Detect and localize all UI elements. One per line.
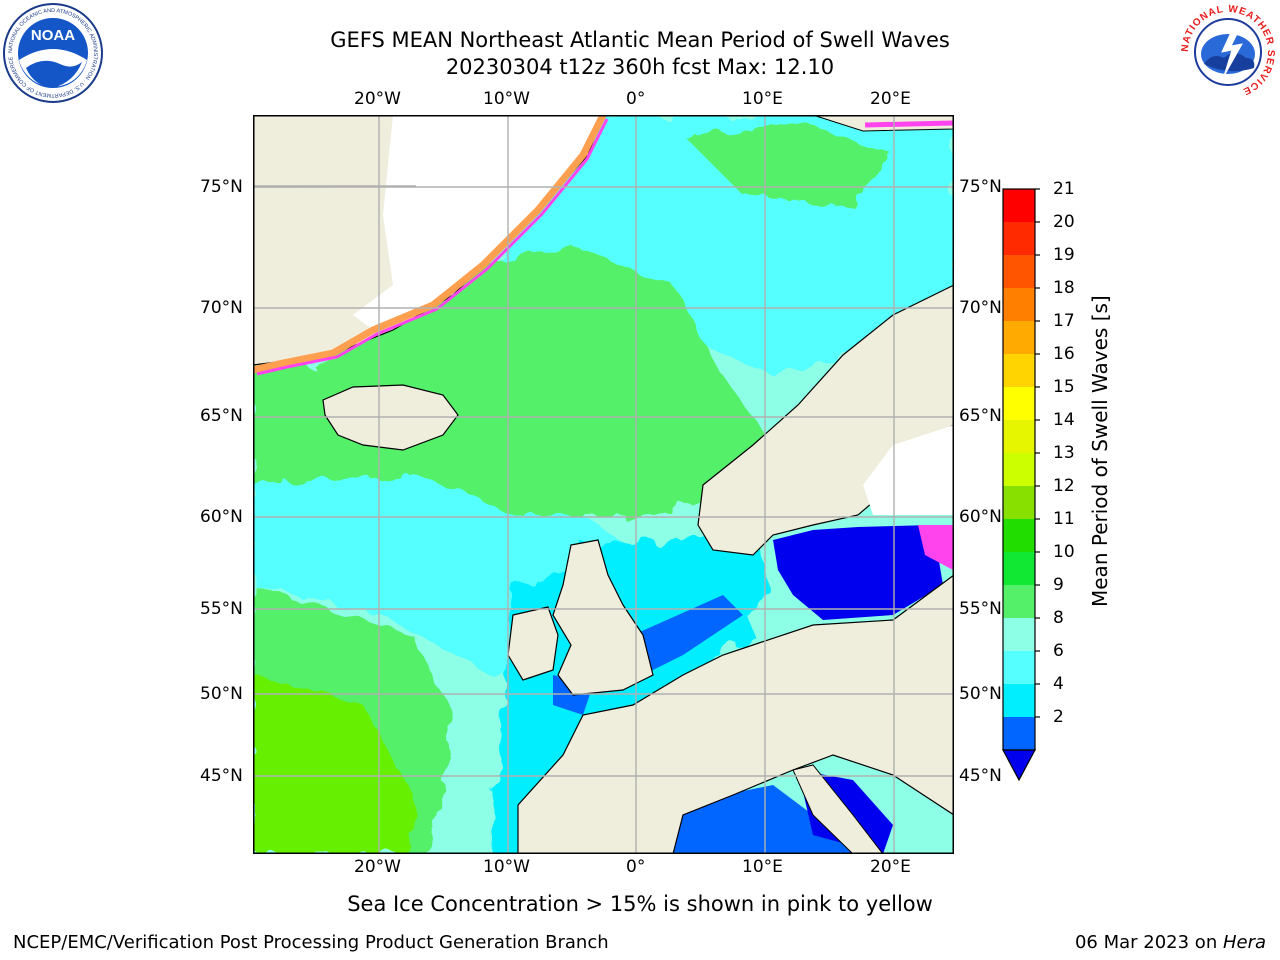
colorbar-segment — [1003, 453, 1035, 487]
colorbar-segment — [1003, 651, 1035, 685]
noaa-logo-text: NOAA — [31, 27, 75, 44]
colorbar-segment — [1003, 519, 1035, 553]
colorbar-tick-label: 2 — [1053, 707, 1064, 727]
sea-ice-edge-pink — [256, 118, 609, 376]
swell-period-map — [253, 115, 954, 854]
colorbar-segment — [1003, 420, 1035, 454]
colorbar-tick-label: 19 — [1053, 245, 1075, 265]
colorbar-segment — [1003, 486, 1035, 520]
lat-label-right-55n: 55°N — [959, 599, 1002, 619]
colorbar-segment — [1003, 321, 1035, 355]
lat-label-right-50n: 50°N — [959, 684, 1002, 704]
colorbar-tick-label: 16 — [1053, 344, 1075, 364]
chart-title: GEFS MEAN Northeast Atlantic Mean Period… — [330, 28, 950, 52]
colorbar-tick-label: 21 — [1053, 179, 1075, 199]
lon-label-bottom-20w: 20°W — [354, 857, 401, 877]
lat-label-left-50n: 50°N — [200, 684, 243, 704]
colorbar-label: Mean Period of Swell Waves [s] — [1088, 295, 1112, 607]
colorbar-segment — [1003, 288, 1035, 322]
colorbar-segments — [1003, 189, 1035, 751]
continental-europe-land — [517, 574, 954, 854]
lon-label-top-10w: 10°W — [483, 89, 530, 109]
colorbar-tick-label: 11 — [1053, 509, 1075, 529]
sea-ice-edge-orange — [253, 115, 607, 374]
lon-label-bottom-10w: 10°W — [483, 857, 530, 877]
colorbar-segment — [1003, 222, 1035, 256]
western-med-blue — [673, 785, 853, 854]
nws-logo: NATIONAL WEATHER SERVICE — [1180, 4, 1276, 100]
gulf-of-bothnia-ice — [863, 425, 954, 515]
colorbar-segment — [1003, 354, 1035, 388]
lon-label-top-10e: 10°E — [742, 89, 783, 109]
colorbar-segment — [1003, 255, 1035, 289]
footer-left: NCEP/EMC/Verification Post Processing Pr… — [13, 932, 609, 953]
svalbard-ice-edge — [864, 120, 954, 128]
map-frame — [253, 115, 954, 854]
colorbar-tick-label: 4 — [1053, 674, 1064, 694]
baltic-deep-blue — [773, 525, 943, 620]
colorbar-segment — [1003, 552, 1035, 586]
colorbar-tick-label: 12 — [1053, 476, 1075, 496]
colorbar-tick-label: 8 — [1053, 608, 1064, 628]
footer-right: 06 Mar 2023 on Hera — [1075, 932, 1266, 954]
footer-host: Hera — [1222, 932, 1266, 953]
great-britain-land — [552, 539, 654, 696]
colorbar-segment — [1003, 684, 1035, 718]
colorbar-tick-label: 20 — [1053, 212, 1075, 232]
baltic-ice-pink — [918, 525, 953, 570]
lat-label-right-70n: 70°N — [959, 298, 1002, 318]
sea-ice-caption: Sea Ice Concentration > 15% is shown in … — [347, 892, 933, 916]
footer-date: 06 Mar 2023 on — [1074, 932, 1223, 953]
italy-land — [792, 764, 884, 854]
colorbar-segment — [1003, 618, 1035, 652]
southwest-bright-green — [253, 675, 413, 854]
lon-label-bottom-0: 0° — [626, 857, 646, 877]
colorbar-segment — [1003, 585, 1035, 619]
colorbar-tick-label: 15 — [1053, 377, 1075, 397]
barents-green — [683, 125, 893, 205]
colorbar-tick-marks — [1035, 188, 1040, 718]
greenland-ice-white — [353, 115, 603, 330]
colorbar-segment — [1003, 717, 1035, 751]
lat-label-left-70n: 70°N — [200, 298, 243, 318]
lon-label-top-20e: 20°E — [870, 89, 911, 109]
colorbar-tick-label: 14 — [1053, 410, 1075, 430]
lat-label-right-75n: 75°N — [959, 177, 1002, 197]
colorbar-tick-label: 13 — [1053, 443, 1075, 463]
colorbar-frame — [1002, 188, 1036, 751]
colorbar-tick-label: 17 — [1053, 311, 1075, 331]
colorbar-tick-label: 9 — [1053, 575, 1064, 595]
map-gridlines — [253, 115, 954, 854]
lon-label-bottom-10e: 10°E — [742, 857, 783, 877]
lat-label-left-65n: 65°N — [200, 406, 243, 426]
lat-label-right-60n: 60°N — [959, 507, 1002, 527]
colorbar-segment — [1003, 387, 1035, 421]
lat-label-left-45n: 45°N — [200, 766, 243, 786]
lat-label-left-60n: 60°N — [200, 507, 243, 527]
lat-label-left-55n: 55°N — [200, 599, 243, 619]
lon-label-top-20w: 20°W — [354, 89, 401, 109]
channel-blue — [633, 595, 743, 675]
colorbar-segment — [1003, 189, 1035, 223]
lat-label-right-65n: 65°N — [959, 406, 1002, 426]
noaa-logo: NOAA NATIONAL OCEANIC AND ATMOSPHERIC AD… — [3, 3, 103, 103]
colorbar-tick-label: 10 — [1053, 542, 1075, 562]
colorbar-extend-triangle — [1002, 749, 1036, 782]
chart-subtitle: 20230304 t12z 360h fcst Max: 12.10 — [445, 55, 835, 79]
lon-label-bottom-20e: 20°E — [870, 857, 911, 877]
colorbar — [1002, 188, 1040, 782]
lat-label-left-75n: 75°N — [200, 177, 243, 197]
lon-label-top-0: 0° — [626, 89, 646, 109]
lat-label-right-45n: 45°N — [959, 766, 1002, 786]
colorbar-tick-label: 6 — [1053, 641, 1064, 661]
colorbar-tick-label: 18 — [1053, 278, 1075, 298]
